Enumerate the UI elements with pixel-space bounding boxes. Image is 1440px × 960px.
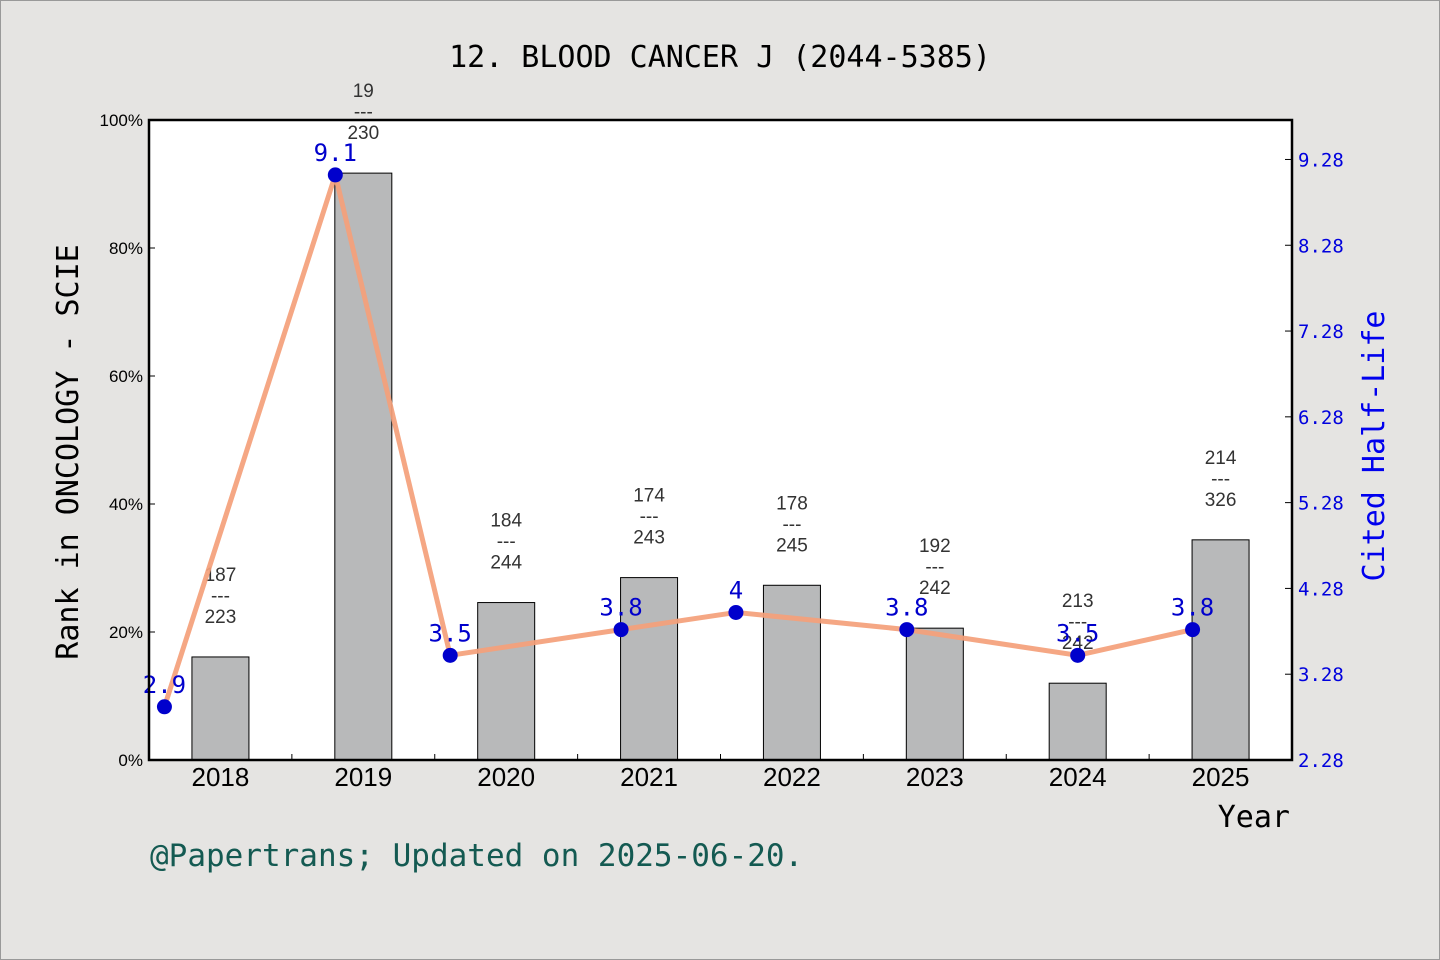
rank-total: 242 [919, 578, 951, 599]
half-life-point-2021 [613, 622, 629, 638]
half-life-label-2022: 4 [729, 576, 743, 604]
half-life-point-2023 [899, 622, 915, 638]
rank-total: 244 [490, 553, 522, 574]
x-tick-label: 2021 [620, 762, 678, 792]
rank-value: 184 [490, 511, 522, 532]
x-tick-label: 2018 [192, 762, 250, 792]
rank-separator: --- [1211, 469, 1230, 490]
half-life-point-2022 [728, 604, 744, 620]
half-life-line: 2.99.13.53.843.83.53.8 [143, 139, 1214, 715]
x-tick-label: 2024 [1049, 762, 1107, 792]
rank-value: 187 [205, 565, 237, 586]
half-life-point-2018 [156, 699, 172, 715]
rank-separator: --- [640, 507, 659, 528]
half-life-point-2019 [327, 167, 343, 183]
rank-separator: --- [925, 557, 944, 578]
y2-tick-label: 5.28 [1298, 493, 1344, 515]
rank-value: 214 [1205, 448, 1237, 469]
half-life-label-2023: 3.8 [885, 594, 928, 622]
half-life-point-2024 [1070, 647, 1086, 663]
bar-2020 [477, 602, 536, 761]
half-life-label-2019: 9.1 [314, 139, 357, 167]
half-life-polyline [162, 172, 1194, 708]
y2-tick-label: 9.28 [1298, 149, 1344, 171]
half-life-point-2020 [442, 647, 458, 663]
x-tick-label: 2020 [477, 762, 535, 792]
footer-credit: @Papertrans; Updated on 2025-06-20. [150, 838, 803, 874]
rank-value: 213 [1062, 591, 1094, 612]
rank-separator: --- [497, 532, 516, 553]
x-axis-label: Year [1218, 800, 1290, 835]
y2-tick-label: 3.28 [1298, 664, 1344, 686]
y-tick-label: 0% [118, 751, 143, 770]
y2-axis-label: Cited Half-Life [1357, 311, 1392, 582]
bar-2025 [1191, 539, 1250, 761]
y-axis-label: Rank in ONCOLOGY - SCIE [51, 244, 86, 659]
rank-value: 192 [919, 536, 951, 557]
half-life-label-2024: 3.5 [1056, 619, 1099, 647]
rank-total: 243 [633, 528, 665, 549]
half-life-label-2020: 3.5 [429, 619, 472, 647]
x-tick-label: 2022 [763, 762, 821, 792]
rank-separator: --- [211, 586, 230, 607]
left-axis: 0% 20% 40% 60% 80% 100% [100, 111, 155, 770]
rank-total: 242 [1062, 633, 1094, 654]
y2-tick-label: 6.28 [1298, 407, 1344, 429]
y2-tick-label: 4.28 [1298, 578, 1344, 600]
x-axis: 2018 2019 2020 2021 2022 2023 2024 2025 [148, 754, 1250, 792]
y-tick-label: 60% [109, 367, 143, 386]
x-tick-label: 2019 [334, 762, 392, 792]
rank-separator: --- [354, 102, 373, 123]
rank-total: 230 [347, 123, 379, 144]
bar-2019 [334, 172, 393, 761]
rank-total: 326 [1205, 490, 1237, 511]
rank-separator: --- [782, 514, 801, 535]
bars [191, 172, 1250, 761]
rank-total: 223 [205, 607, 237, 628]
rank-value: 174 [633, 486, 665, 507]
bar-2023 [905, 627, 964, 761]
y2-tick-label: 7.28 [1298, 321, 1344, 343]
x-tick-label: 2023 [906, 762, 964, 792]
rank-value: 178 [776, 493, 808, 514]
bar-2024 [1048, 682, 1107, 761]
bar-2018 [191, 656, 250, 761]
y2-tick-label: 2.28 [1298, 750, 1344, 772]
rank-separator: --- [1068, 612, 1087, 633]
rank-labels: 187---22319---230184---244174---243178--… [205, 81, 1237, 654]
y-tick-label: 20% [109, 623, 143, 642]
right-axis: 2.28 3.28 4.28 5.28 6.28 7.28 8.28 9.28 [1285, 149, 1344, 772]
rank-value: 19 [353, 81, 374, 102]
half-life-label-2025: 3.8 [1171, 594, 1214, 622]
x-tick-label: 2025 [1192, 762, 1250, 792]
chart-title: 12. BLOOD CANCER J (2044-5385) [449, 40, 991, 75]
y-tick-label: 100% [100, 111, 143, 130]
y-tick-label: 80% [109, 239, 143, 258]
y2-tick-label: 8.28 [1298, 235, 1344, 257]
y-tick-label: 40% [109, 495, 143, 514]
bar-2022 [762, 584, 821, 761]
half-life-label-2021: 3.8 [599, 594, 642, 622]
rank-total: 245 [776, 535, 808, 556]
half-life-point-2025 [1185, 622, 1201, 638]
